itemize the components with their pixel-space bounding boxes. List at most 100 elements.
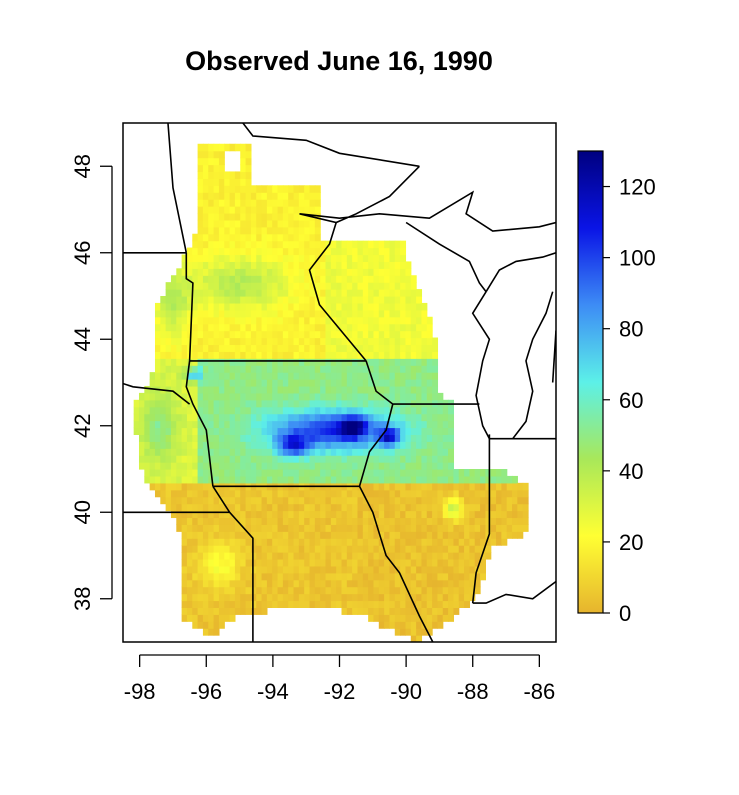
heatmap-cell: [176, 282, 183, 290]
heatmap-cell: [352, 427, 359, 435]
heatmap-cell: [394, 538, 401, 546]
heatmap-cell: [437, 510, 444, 519]
heatmap-cell: [346, 254, 353, 262]
heatmap-cell: [288, 462, 295, 470]
heatmap-cell: [346, 392, 353, 401]
heatmap-cell: [224, 420, 231, 429]
heatmap-cell: [410, 385, 417, 394]
heatmap-cell: [432, 365, 439, 373]
heatmap-cell: [282, 531, 289, 539]
heatmap-cell: [170, 510, 177, 519]
heatmap-cell: [448, 593, 455, 602]
colorbar-tick-label: 40: [619, 459, 643, 484]
heatmap-cell: [373, 482, 380, 491]
heatmap-cell: [373, 289, 380, 297]
heatmap-cell: [181, 579, 188, 588]
colorbar-tick-label: 100: [619, 246, 656, 271]
heatmap-cell: [378, 240, 385, 249]
heatmap-cell: [245, 226, 252, 235]
heatmap-cell: [288, 192, 295, 200]
heatmap-cell: [202, 607, 209, 615]
heatmap-cell: [250, 406, 257, 415]
heatmap-cell: [149, 455, 156, 463]
heatmap-cell: [442, 489, 449, 498]
heatmap-cell: [213, 185, 220, 193]
heatmap-cell: [384, 261, 391, 269]
heatmap-cell: [346, 385, 353, 394]
heatmap-cell: [256, 448, 263, 456]
heatmap-cell: [362, 240, 369, 249]
heatmap-cell: [229, 489, 236, 498]
heatmap-cell: [336, 572, 343, 581]
heatmap-cell: [272, 496, 279, 505]
heatmap-cell: [218, 192, 225, 200]
heatmap-cell: [362, 351, 369, 359]
heatmap-cell: [293, 593, 300, 602]
heatmap-cell: [138, 406, 145, 415]
heatmap-cell: [160, 496, 167, 505]
heatmap-cell: [250, 206, 257, 214]
heatmap-cell: [261, 441, 268, 449]
heatmap-cell: [389, 379, 396, 387]
heatmap-cell: [330, 330, 337, 339]
heatmap-cell: [432, 385, 439, 394]
heatmap-cell: [181, 503, 188, 512]
heatmap-cell: [213, 517, 220, 525]
heatmap-cell: [282, 427, 289, 435]
heatmap-cell: [250, 392, 257, 401]
heatmap-cell: [378, 344, 385, 352]
heatmap-cell: [378, 600, 385, 608]
heatmap-cell: [325, 316, 332, 325]
heatmap-cell: [432, 524, 439, 532]
heatmap-cell: [240, 545, 247, 553]
heatmap-cell: [245, 344, 252, 352]
heatmap-cell: [522, 510, 529, 519]
heatmap-cell: [170, 372, 177, 380]
heatmap-cell: [352, 462, 359, 470]
heatmap-cell: [373, 510, 380, 519]
heatmap-cell: [496, 475, 502, 484]
heatmap-cell: [218, 510, 225, 519]
heatmap-cell: [197, 475, 204, 484]
heatmap-cell: [176, 309, 183, 318]
heatmap-cell: [282, 330, 289, 339]
heatmap-cell: [277, 365, 284, 373]
heatmap-cell: [282, 552, 289, 560]
heatmap-cell: [160, 337, 167, 346]
heatmap-cell: [410, 558, 417, 567]
heatmap-cell: [202, 385, 209, 394]
heatmap-cell: [448, 558, 455, 567]
heatmap-cell: [282, 240, 289, 249]
heatmap-cell: [229, 337, 236, 346]
heatmap-cell: [202, 524, 209, 532]
heatmap-cell: [362, 524, 369, 532]
heatmap-cell: [432, 392, 439, 401]
heatmap-cell: [266, 475, 273, 484]
heatmap-cell: [442, 531, 449, 539]
heatmap-cell: [160, 434, 167, 442]
heatmap-cell: [448, 482, 455, 491]
heatmap-cell: [224, 372, 231, 380]
heatmap-cell: [176, 296, 183, 304]
heatmap-cell: [202, 462, 209, 470]
heatmap-cell: [437, 406, 444, 415]
heatmap-cell: [304, 185, 311, 193]
heatmap-cell: [170, 323, 177, 332]
heatmap-cell: [410, 323, 417, 332]
heatmap-cell: [341, 379, 348, 387]
heatmap-cell: [485, 517, 492, 525]
heatmap-cell: [426, 351, 433, 359]
heatmap-cell: [293, 372, 300, 380]
heatmap-cell: [464, 600, 470, 608]
heatmap-cell: [384, 365, 391, 373]
heatmap-cell: [160, 399, 167, 408]
heatmap-cell: [330, 268, 337, 276]
heatmap-cell: [234, 192, 241, 200]
heatmap-cell: [309, 538, 316, 546]
heatmap-cell: [208, 455, 215, 463]
heatmap-cell: [154, 399, 161, 408]
heatmap-cell: [458, 572, 465, 581]
heatmap-cell: [229, 240, 236, 249]
heatmap-cell: [384, 296, 391, 304]
heatmap-cell: [250, 268, 257, 276]
